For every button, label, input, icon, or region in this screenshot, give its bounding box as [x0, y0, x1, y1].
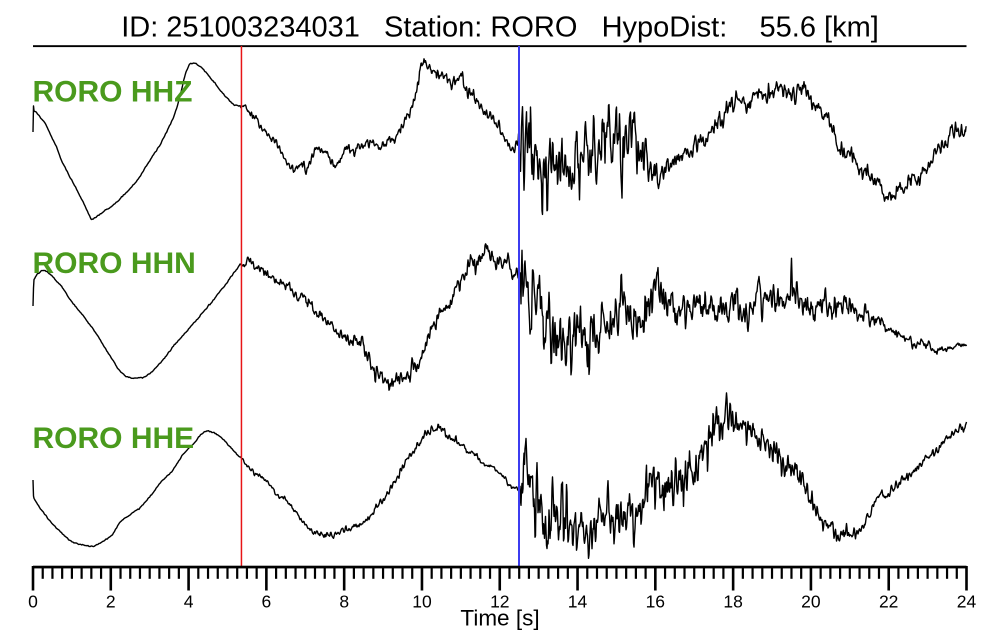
svg-text:RORO HHN: RORO HHN	[33, 247, 196, 280]
svg-text:0: 0	[28, 592, 38, 612]
svg-text:16: 16	[646, 592, 665, 612]
svg-text:22: 22	[879, 592, 898, 612]
svg-text:8: 8	[339, 592, 349, 612]
svg-text:RORO HHZ: RORO HHZ	[33, 76, 193, 109]
svg-text:24: 24	[957, 592, 977, 612]
svg-text:RORO HHE: RORO HHE	[33, 422, 195, 455]
svg-text:14: 14	[568, 592, 588, 612]
svg-text:2: 2	[106, 592, 116, 612]
svg-text:Time [s]: Time [s]	[460, 606, 539, 631]
svg-text:10: 10	[412, 592, 432, 612]
svg-text:18: 18	[723, 592, 742, 612]
svg-text:4: 4	[184, 592, 194, 612]
svg-text:12: 12	[490, 592, 509, 612]
svg-text:ID: 251003234031 Station: RO: ID: 251003234031 Station: RORO HypoDist:…	[121, 12, 879, 44]
svg-text:20: 20	[801, 592, 821, 612]
svg-text:6: 6	[262, 592, 272, 612]
